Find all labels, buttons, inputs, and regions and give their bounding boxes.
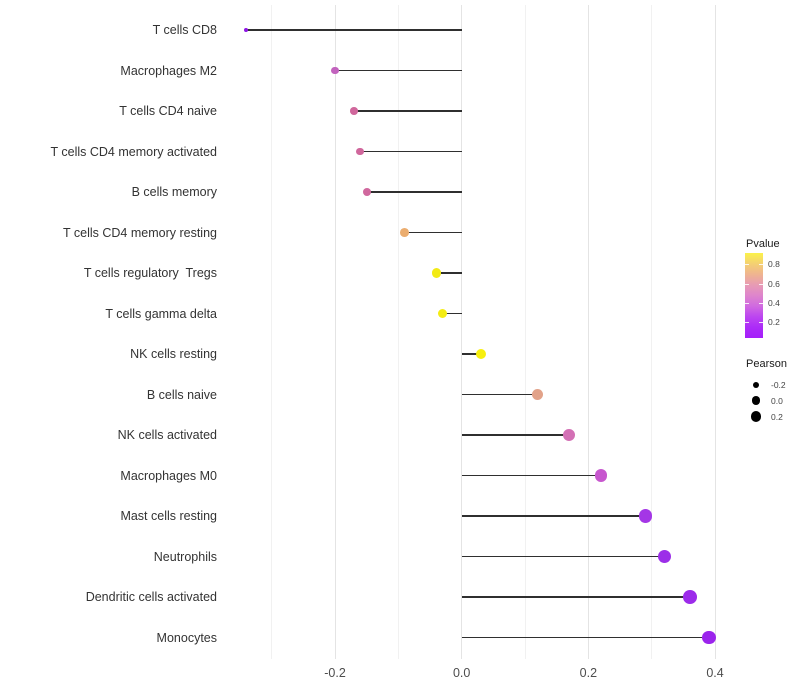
colorbar-tick-label: 0.2 <box>768 317 780 327</box>
gridline-major <box>334 5 336 659</box>
lollipop-stem <box>461 555 665 558</box>
gridline-minor <box>524 5 526 659</box>
category-label: T cells CD4 naive <box>119 104 217 118</box>
x-tick-label: 0.2 <box>579 666 598 680</box>
gridline-minor <box>651 5 653 659</box>
lollipop-stem <box>246 29 462 31</box>
gridline-major <box>461 5 463 659</box>
lollipop-stem <box>461 636 709 639</box>
gridline-major <box>587 5 589 659</box>
category-label: Dendritic cells activated <box>85 590 217 604</box>
x-tick-label: 0.4 <box>706 666 724 680</box>
colorbar-tick-label: 0.8 <box>768 259 780 269</box>
category-label: Macrophages M2 <box>120 63 217 78</box>
pearson-key-dot <box>752 381 760 389</box>
gridline-minor <box>397 5 399 659</box>
pvalue-colorbar <box>745 253 763 338</box>
category-label: Macrophages M0 <box>120 468 217 483</box>
category-label: B cells memory <box>131 185 217 199</box>
lollipop-stem <box>436 272 462 274</box>
lollipop-dot <box>431 268 442 278</box>
category-label: T cells gamma delta <box>105 306 217 321</box>
lollipop-stem <box>354 110 462 112</box>
category-label: T cells CD8 <box>152 23 217 37</box>
plot-panel <box>225 5 731 659</box>
category-label: T cells regulatory Tregs <box>83 266 217 280</box>
lollipop-stem <box>461 353 481 355</box>
colorbar-tick <box>759 303 763 304</box>
colorbar-tick <box>745 322 749 323</box>
lollipop-stem <box>461 393 538 396</box>
gridline-minor <box>271 5 273 659</box>
category-label: Monocytes <box>156 630 217 645</box>
lollipop-dot <box>244 27 249 32</box>
colorbar-tick <box>759 264 763 265</box>
category-label: Mast cells resting <box>120 509 217 523</box>
pearson-legend-title: Pearson <box>746 358 787 370</box>
lollipop-dot <box>350 107 358 115</box>
lollipop-dot <box>362 188 371 196</box>
lollipop-dot <box>563 429 576 441</box>
category-label: T cells CD4 memory activated <box>50 144 218 159</box>
category-label: Neutrophils <box>153 549 217 564</box>
x-tick-label: -0.2 <box>324 666 346 680</box>
lollipop-stem <box>461 434 570 436</box>
lollipop-stem <box>366 191 462 193</box>
pearson-key-dot <box>750 411 762 422</box>
lollipop-dot <box>657 549 672 564</box>
colorbar-tick-label: 0.6 <box>768 278 780 289</box>
category-label: NK cells activated <box>117 428 217 442</box>
category-label: T cells CD4 memory resting <box>63 225 217 240</box>
colorbar-tick <box>745 303 749 304</box>
lollipop-dot <box>400 228 410 237</box>
colorbar-tick <box>759 322 763 323</box>
pearson-key-label: 0.2 <box>771 411 783 422</box>
lollipop-stem <box>461 596 690 598</box>
lollipop-stem <box>461 474 601 477</box>
lollipop-dot <box>638 509 652 523</box>
colorbar-tick <box>745 264 749 265</box>
pearson-key-label: -0.2 <box>771 380 786 390</box>
lollipop-stem <box>360 150 462 153</box>
lollipop-dot <box>594 469 608 482</box>
lollipop-dot <box>356 147 365 156</box>
lollipop-dot <box>682 590 697 604</box>
lollipop-stem <box>461 515 646 517</box>
lollipop-stem <box>335 69 462 72</box>
lollipop-dot <box>532 388 544 401</box>
lollipop-stem <box>442 312 462 315</box>
lollipop-dot <box>701 630 716 645</box>
colorbar-tick <box>759 283 763 285</box>
gridline-major <box>714 5 716 659</box>
lollipop-stem <box>404 231 462 234</box>
x-tick-label: 0.0 <box>452 666 471 680</box>
pvalue-legend-title: Pvalue <box>746 238 780 250</box>
colorbar-tick-label: 0.4 <box>768 298 780 308</box>
category-label: B cells naive <box>146 387 217 402</box>
pearson-key-dot <box>751 396 761 405</box>
lollipop-dot <box>475 348 486 360</box>
colorbar-tick <box>745 283 749 285</box>
category-label: NK cells resting <box>130 347 217 361</box>
pearson-key-label: 0.0 <box>771 395 783 406</box>
lollipop-dot <box>437 308 448 319</box>
lollipop-dot <box>331 66 339 75</box>
